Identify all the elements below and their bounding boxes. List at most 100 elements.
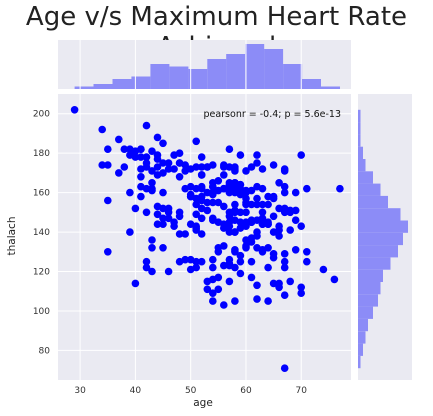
scatter-point (225, 212, 234, 221)
age-histogram-bar (207, 59, 227, 89)
scatter-point (148, 167, 156, 175)
scatter-point (225, 228, 234, 236)
thalach-histogram-bar (358, 122, 361, 135)
scatter-point (280, 263, 289, 272)
scatter-point (242, 167, 250, 175)
scatter-point (247, 163, 256, 171)
age-histogram-bar (74, 86, 94, 89)
scatter-point (291, 206, 300, 215)
scatter-point (164, 267, 173, 276)
scatter-point (153, 155, 162, 163)
scatter-point (330, 275, 339, 284)
scatter-point (297, 289, 306, 298)
scatter-point (280, 188, 289, 197)
scatter-point (264, 200, 272, 209)
scatter-point (253, 281, 261, 290)
thalach-histogram-bar (358, 282, 381, 295)
y-tick-label: 120 (33, 268, 50, 278)
scatter-point (159, 139, 167, 148)
age-histogram-bar (302, 79, 321, 89)
thalach-histogram-bar (358, 195, 388, 209)
scatter-point (280, 250, 289, 258)
scatter-point (258, 214, 267, 223)
scatter-point (175, 173, 184, 181)
main-plot-panel (58, 94, 351, 380)
scatter-point (126, 228, 134, 236)
y-tick-label: 160 (33, 189, 50, 199)
thalach-histogram-bar (358, 134, 361, 147)
scatter-point (280, 291, 289, 300)
scatter-point (159, 220, 167, 228)
scatter-point (269, 194, 278, 203)
scatter-point (253, 228, 261, 236)
scatter-point (142, 263, 151, 272)
scatter-point (225, 259, 234, 268)
scatter-point (209, 182, 217, 191)
scatter-point (164, 214, 173, 223)
scatter-point (275, 204, 283, 213)
scatter-point (280, 182, 289, 191)
scatter-point (197, 153, 206, 161)
age-histogram-bar (321, 86, 340, 89)
scatter-point (247, 257, 256, 266)
scatter-point (297, 222, 306, 230)
scatter-point (231, 297, 239, 305)
thalach-histogram-bar (358, 343, 363, 356)
x-tick-label: 40 (130, 386, 142, 396)
scatter-point (258, 184, 267, 193)
scatter-point (209, 161, 217, 169)
thalach-histogram-bar (358, 159, 366, 172)
scatter-point (203, 285, 212, 294)
scatter-point (120, 145, 129, 153)
scatter-point (214, 198, 223, 207)
scatter-point (303, 184, 311, 193)
age-histogram-bar (245, 44, 265, 89)
scatter-point (236, 208, 245, 217)
scatter-point (115, 169, 123, 177)
pearson-annotation: pearsonr = -0.4; p = 5.6e-13 (203, 109, 341, 120)
scatter-point (236, 151, 245, 159)
scatter-point (197, 171, 206, 179)
scatter-point (231, 248, 239, 256)
scatter-point (231, 263, 239, 272)
scatter-point (142, 208, 151, 217)
age-histogram-bar (188, 69, 208, 89)
scatter-point (280, 165, 289, 173)
thalach-histogram-bar (358, 269, 383, 282)
thalach-histogram-bar (358, 171, 373, 184)
scatter-point (192, 200, 200, 209)
scatter-point (192, 137, 200, 146)
scatter-point (181, 230, 189, 238)
scatter-point (242, 244, 250, 252)
scatter-point (131, 153, 140, 161)
scatter-point (137, 192, 145, 201)
scatter-point (258, 200, 267, 209)
scatter-point (253, 295, 261, 303)
scatter-point (253, 151, 261, 159)
scatter-point (291, 188, 300, 197)
scatter-point (286, 226, 295, 234)
thalach-histogram-bar (358, 331, 366, 344)
y-tick-label: 100 (33, 307, 50, 317)
scatter-point (253, 194, 261, 203)
scatter-point (264, 297, 272, 305)
scatter-point (264, 244, 272, 252)
age-histogram-bar (226, 54, 246, 89)
scatter-point (247, 238, 256, 246)
scatter-point (209, 255, 217, 264)
scatter-point (197, 257, 206, 266)
scatter-point (170, 218, 178, 226)
scatter-point (98, 161, 106, 169)
scatter-point (236, 257, 245, 266)
scatter-point (214, 273, 223, 282)
scatter-point (148, 267, 156, 276)
scatter-point (148, 186, 156, 195)
scatter-point (286, 277, 295, 286)
scatter-point (280, 364, 289, 373)
scatter-point (225, 188, 234, 197)
scatter-point (192, 257, 200, 266)
y-tick-label: 200 (33, 110, 50, 120)
scatter-point (120, 163, 129, 171)
x-axis-label: age (193, 397, 213, 409)
scatter-point (242, 208, 250, 217)
